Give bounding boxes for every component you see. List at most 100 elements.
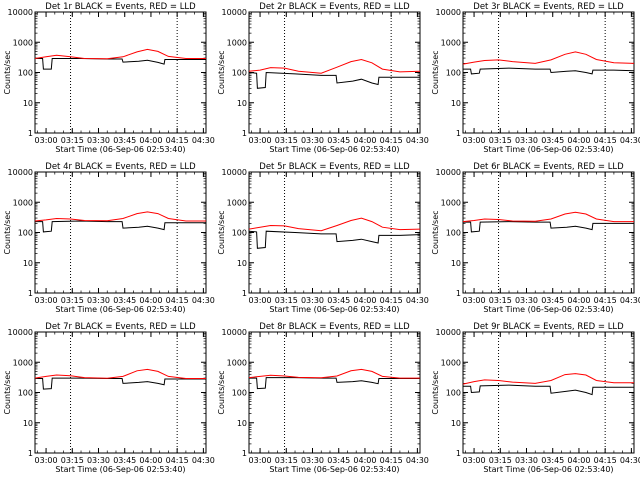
x-axis-label: Start Time (06-Sep-06 02:53:40) — [55, 145, 185, 154]
x-tick-label: 03:15 — [61, 296, 84, 305]
y-tick-label: 10 — [23, 259, 33, 268]
x-tick-label: 03:00 — [35, 456, 58, 465]
x-tick-label: 03:15 — [489, 296, 512, 305]
y-tick-label: 10 — [237, 419, 247, 428]
y-axis-label: Counts/sec — [217, 370, 226, 414]
x-tick-label: 03:45 — [327, 456, 350, 465]
x-tick-label: 03:30 — [301, 456, 324, 465]
x-tick-label: 03:15 — [275, 456, 298, 465]
x-tick-label: 03:45 — [113, 296, 136, 305]
lld-series-line — [248, 58, 421, 74]
x-tick-label: 03:15 — [489, 136, 512, 145]
y-tick-label: 100 — [232, 389, 247, 398]
x-tick-label: 03:30 — [301, 136, 324, 145]
y-tick-label: 100 — [18, 69, 33, 78]
plot-frame — [248, 331, 421, 454]
lld-series-line — [248, 217, 421, 232]
x-tick-label: 03:15 — [275, 136, 298, 145]
y-tick-label: 10000 — [222, 168, 247, 177]
x-tick-label: 03:00 — [249, 456, 272, 465]
y-axis-label: Counts/sec — [3, 370, 12, 414]
y-tick-label: 1 — [28, 449, 33, 458]
x-tick-label: 04:30 — [192, 296, 215, 305]
y-tick-label: 1 — [242, 449, 247, 458]
y-tick-label: 1000 — [13, 358, 33, 367]
lld-series-line — [462, 51, 635, 65]
x-tick-label: 03:45 — [327, 296, 350, 305]
x-tick-label: 03:45 — [327, 136, 350, 145]
lld-series-line — [34, 368, 206, 379]
chart-title: Det 7r BLACK = Events, RED = LLD — [45, 322, 196, 332]
events-series-line — [248, 230, 421, 249]
y-axis-label: Counts/sec — [3, 50, 12, 94]
x-tick-label: 03:30 — [515, 296, 538, 305]
y-axis-label: Counts/sec — [431, 370, 440, 414]
y-tick-label: 1 — [28, 129, 33, 138]
events-series-line — [463, 221, 634, 233]
x-axis-label: Start Time (06-Sep-06 02:53:40) — [55, 465, 185, 474]
x-tick-label: 03:45 — [113, 136, 136, 145]
y-tick-label: 10000 — [8, 8, 33, 17]
x-tick-label: 03:30 — [87, 296, 110, 305]
x-tick-label: 04:00 — [353, 296, 376, 305]
y-tick-label: 100 — [446, 389, 461, 398]
x-tick-label: 04:15 — [380, 456, 403, 465]
x-tick-label: 04:30 — [620, 456, 640, 465]
x-tick-label: 04:00 — [353, 136, 376, 145]
plot-frame — [34, 331, 207, 454]
x-axis-label: Start Time (06-Sep-06 02:53:40) — [483, 465, 613, 474]
chart-panel-3: Det 3r BLACK = Events, RED = LLD 1 10 100 10… — [431, 2, 640, 154]
chart-title: Det 2r BLACK = Events, RED = LLD — [259, 2, 410, 12]
x-tick-label: 04:30 — [192, 456, 215, 465]
x-tick-label: 03:00 — [463, 136, 486, 145]
y-tick-label: 10 — [451, 419, 461, 428]
x-axis-label: Start Time (06-Sep-06 02:53:40) — [483, 145, 613, 154]
y-tick-label: 1 — [242, 129, 247, 138]
y-tick-label: 10 — [451, 259, 461, 268]
chart-title: Det 8r BLACK = Events, RED = LLD — [259, 322, 410, 332]
x-tick-label: 04:30 — [192, 136, 215, 145]
x-axis-label: Start Time (06-Sep-06 02:53:40) — [55, 305, 185, 314]
x-tick-label: 03:45 — [541, 456, 564, 465]
y-tick-label: 10000 — [8, 328, 33, 337]
x-tick-label: 03:15 — [275, 296, 298, 305]
lld-series-line — [462, 373, 634, 385]
chart-title: Det 9r BLACK = Events, RED = LLD — [473, 322, 624, 332]
chart-title: Det 5r BLACK = Events, RED = LLD — [259, 162, 410, 172]
y-tick-label: 10000 — [8, 168, 33, 177]
x-tick-label: 03:30 — [301, 296, 324, 305]
x-tick-label: 03:45 — [541, 296, 564, 305]
events-series-line — [463, 67, 635, 75]
events-series-line — [35, 377, 206, 390]
y-tick-label: 10000 — [222, 8, 247, 17]
events-series-line — [35, 58, 206, 70]
y-tick-label: 1000 — [13, 38, 33, 47]
x-tick-label: 04:30 — [620, 136, 640, 145]
x-tick-label: 03:45 — [541, 136, 564, 145]
y-axis-label: Counts/sec — [3, 210, 12, 254]
x-tick-label: 04:15 — [594, 136, 617, 145]
plot-frame — [34, 171, 207, 294]
y-tick-label: 100 — [232, 229, 247, 238]
x-tick-label: 03:45 — [113, 456, 136, 465]
x-tick-label: 04:30 — [620, 296, 640, 305]
events-series-line — [35, 220, 206, 233]
y-tick-label: 1 — [456, 129, 461, 138]
plot-frame — [34, 11, 207, 134]
y-tick-label: 10000 — [436, 328, 461, 337]
y-axis-label: Counts/sec — [217, 50, 226, 94]
lld-series-line — [248, 368, 420, 379]
x-axis-label: Start Time (06-Sep-06 02:53:40) — [269, 305, 399, 314]
x-axis-label: Start Time (06-Sep-06 02:53:40) — [483, 305, 613, 314]
y-axis-label: Counts/sec — [217, 210, 226, 254]
y-tick-label: 10000 — [436, 168, 461, 177]
x-tick-label: 03:00 — [463, 296, 486, 305]
y-tick-label: 100 — [446, 229, 461, 238]
y-tick-label: 1000 — [441, 358, 461, 367]
y-tick-label: 10 — [237, 259, 247, 268]
y-tick-label: 1 — [456, 289, 461, 298]
y-tick-label: 10 — [237, 99, 247, 108]
x-tick-label: 04:15 — [380, 296, 403, 305]
x-axis-label: Start Time (06-Sep-06 02:53:40) — [269, 145, 399, 154]
